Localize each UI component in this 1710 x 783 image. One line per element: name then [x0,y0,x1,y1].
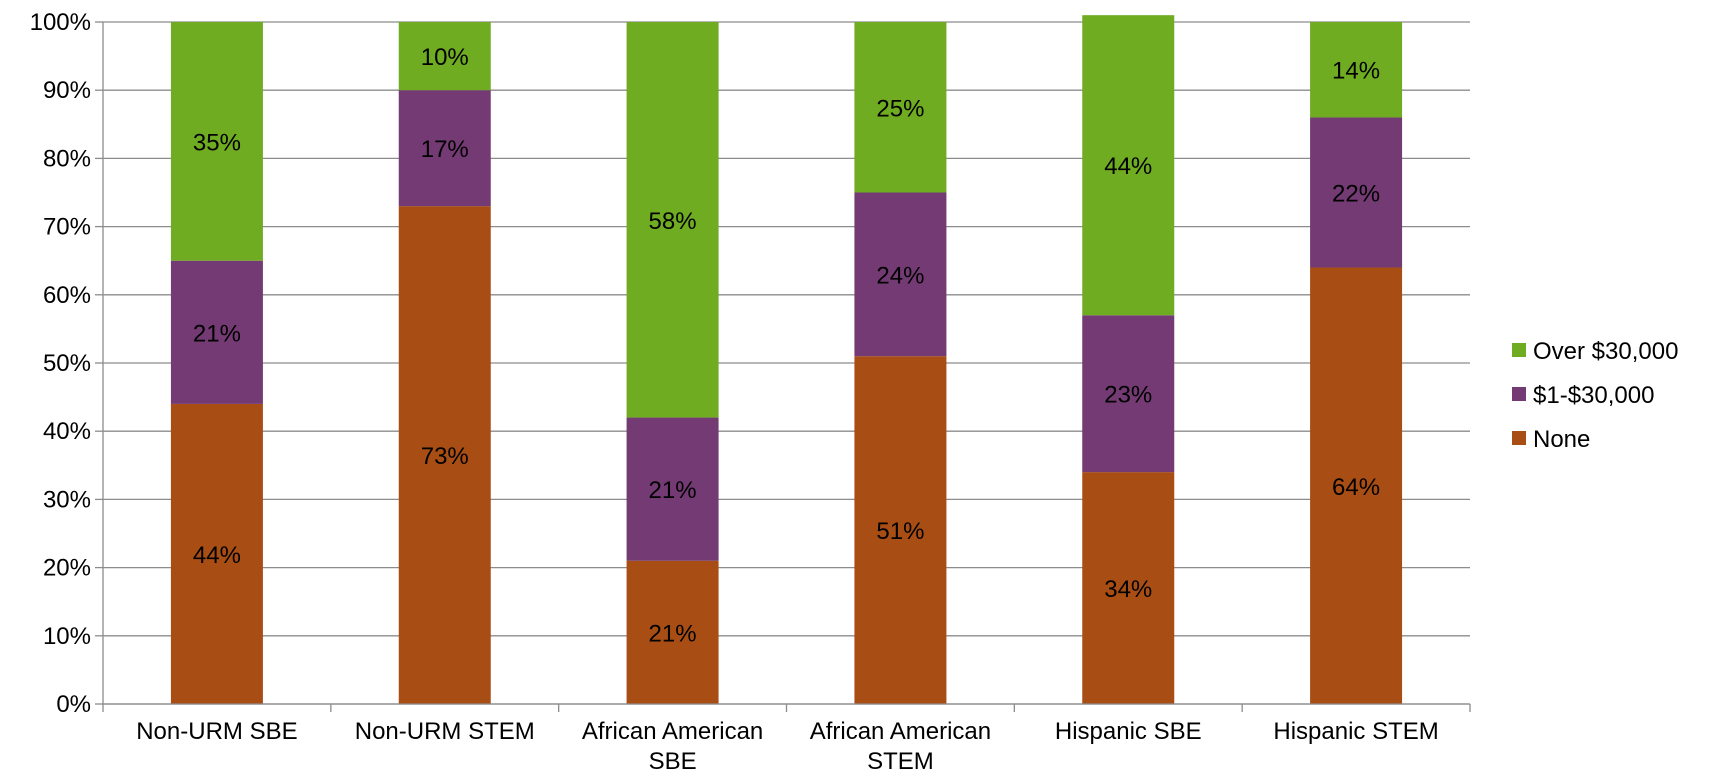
data-label-african-american-stem-none: 51% [876,518,924,545]
data-label-hispanic-sbe-over-30-000: 44% [1104,153,1152,180]
bar-hispanic-stem-over-30-000 [1310,22,1403,118]
bar-non-urm-stem-over-30-000 [398,22,491,91]
y-tick-label-0: 0% [56,691,91,718]
x-category-label-non-urm-stem: Non-URM STEM [355,718,535,745]
data-label-hispanic-stem-over-30-000: 14% [1332,58,1380,85]
legend-swatch-over-30-000 [1512,343,1526,357]
data-label-non-urm-sbe-1-30-000: 21% [193,320,241,347]
data-label-african-american-sbe-over-30-000: 58% [649,208,697,235]
x-category-label-african-american-stem: African American STEM [810,718,991,775]
data-labels: 44% 21% 35% 73% 17% 10% 21% 21% 58% 51% 24% 25% 34% 2… [193,44,1380,647]
x-category-label-hispanic-stem: Hispanic STEM [1273,718,1438,745]
axes: 0% 10% 20% 30% 40% 50% 60% 70% 80% 90% 100% Non-URM… [30,9,1471,775]
bar-non-urm-sbe-none [170,403,263,704]
y-tick-label-10: 10% [43,623,91,650]
bar-hispanic-sbe-1-30-000 [1082,315,1175,473]
bar-hispanic-sbe-none [1082,472,1175,704]
bar-african-american-sbe-none [626,560,719,704]
data-label-african-american-stem-over-30-000: 25% [876,95,924,122]
legend-swatch-1-30-000 [1512,387,1526,401]
data-label-non-urm-sbe-none: 44% [193,542,241,569]
x-category-label-hispanic-sbe: Hispanic SBE [1055,718,1202,745]
bar-african-american-stem-none [854,356,947,704]
y-tick-label-60: 60% [43,282,91,309]
bar-african-american-stem-1-30-000 [854,192,947,357]
bar-non-urm-stem-none [398,206,491,704]
data-label-non-urm-stem-1-30-000: 17% [421,136,469,163]
bar-hispanic-stem-none [1310,267,1403,704]
y-tick-label-30: 30% [43,486,91,513]
y-tick-label-80: 80% [43,145,91,172]
bar-non-urm-stem-1-30-000 [398,90,491,207]
legend-label-over-30-000: Over $30,000 [1533,338,1678,365]
bar-hispanic-stem-1-30-000 [1310,117,1403,268]
data-label-african-american-sbe-none: 21% [649,620,697,647]
x-category-label-non-urm-sbe: Non-URM SBE [136,718,297,745]
legend-label-none: None [1533,426,1590,453]
y-tick-label-90: 90% [43,77,91,104]
gridlines [103,21,1470,705]
bar-african-american-sbe-over-30-000 [626,22,719,418]
bar-african-american-stem-over-30-000 [854,22,947,193]
data-label-hispanic-sbe-none: 34% [1104,576,1152,603]
data-label-non-urm-stem-over-30-000: 10% [421,44,469,71]
bar-non-urm-sbe-over-30-000 [170,22,263,261]
bar-non-urm-sbe-1-30-000 [170,260,263,404]
legend: Over $30,000 $1-$30,000 None [1512,338,1678,453]
y-tick-label-70: 70% [43,214,91,241]
legend-label-1-30-000: $1-$30,000 [1533,382,1654,409]
y-tick-label-40: 40% [43,418,91,445]
data-label-african-american-sbe-1-30-000: 21% [649,477,697,504]
data-label-non-urm-sbe-over-30-000: 35% [193,129,241,156]
legend-swatch-none [1512,431,1526,445]
data-label-non-urm-stem-none: 73% [421,443,469,470]
bar-african-american-sbe-1-30-000 [626,417,719,561]
bars [170,15,1403,704]
data-label-hispanic-stem-none: 64% [1332,474,1380,501]
y-tick-label-100: 100% [30,9,91,36]
bar-hispanic-sbe-over-30-000 [1082,15,1175,316]
data-label-hispanic-stem-1-30-000: 22% [1332,181,1380,208]
data-label-hispanic-sbe-1-30-000: 23% [1104,382,1152,409]
y-tick-label-50: 50% [43,350,91,377]
data-label-african-american-stem-1-30-000: 24% [876,262,924,289]
x-category-label-african-american-sbe: African American SBE [582,718,763,775]
y-tick-label-20: 20% [43,555,91,582]
